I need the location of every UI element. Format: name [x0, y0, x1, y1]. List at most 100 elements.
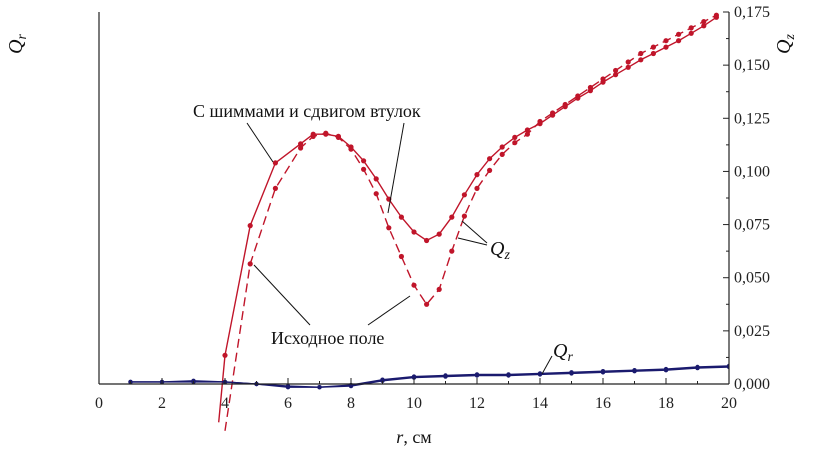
- x-tick-label: 0: [95, 395, 103, 412]
- data-point-qz_original: [436, 286, 442, 292]
- data-point-qz_original: [247, 261, 253, 267]
- data-point-qz_shims: [499, 144, 505, 150]
- series-line-qz_shims: [218, 16, 717, 423]
- data-point-qz_original: [335, 134, 341, 140]
- y-right-tick-label: 0,100: [734, 163, 770, 180]
- data-point-qz_original: [449, 248, 455, 254]
- data-point-qz_shims: [650, 50, 657, 57]
- data-point-qz_original: [323, 130, 329, 136]
- data-point-qz_shims: [461, 192, 467, 198]
- annotation-qz-leader-1: [461, 220, 488, 244]
- data-point-qz_shims: [524, 127, 531, 133]
- y-right-tick-label: 0,000: [734, 376, 770, 393]
- data-point-qz_original: [638, 50, 644, 57]
- annotation-original-leader-1: [253, 264, 311, 326]
- annotation-original-leader-2: [367, 295, 411, 326]
- data-point-qr_original: [663, 368, 669, 373]
- data-point-qr_original: [474, 373, 480, 378]
- data-point-qr_original: [537, 372, 543, 377]
- data-point-qr_original: [695, 365, 700, 371]
- data-point-qr_original: [317, 385, 322, 390]
- data-point-qz_original: [676, 31, 682, 37]
- data-point-qz_original: [424, 301, 430, 307]
- data-point-qz_original: [524, 131, 531, 137]
- data-point-qz_original: [600, 76, 606, 82]
- data-point-qr_original: [443, 374, 448, 379]
- data-point-qz_original: [411, 282, 417, 288]
- series-line-qz_original: [224, 14, 717, 431]
- data-point-qz_shims: [424, 237, 430, 244]
- y-right-tick-label: 0,050: [734, 270, 770, 287]
- data-point-qz_original: [487, 167, 493, 173]
- annotation-shims-leader-1: [246, 122, 274, 163]
- data-point-qz_original: [512, 140, 518, 146]
- data-point-qz_shims: [638, 57, 644, 63]
- data-point-qz_original: [298, 145, 304, 151]
- y-left-title: Qr: [5, 34, 30, 54]
- x-tick-label: 16: [595, 395, 611, 412]
- annotation-qz: Qz: [490, 238, 510, 263]
- data-point-qz_shims: [474, 172, 480, 178]
- annotation-shims-leader-2: [387, 122, 405, 214]
- data-point-qz_original: [373, 191, 379, 197]
- y-right-tick-label: 0,075: [734, 217, 770, 234]
- data-point-qz_shims: [625, 64, 631, 70]
- y-right-title: Qz: [773, 34, 798, 54]
- data-point-qz_shims: [663, 44, 669, 50]
- data-point-qz_original: [575, 93, 581, 99]
- data-point-qz_original: [650, 44, 657, 50]
- x-tick-label: 14: [532, 395, 548, 412]
- data-point-qz_original: [386, 225, 392, 231]
- data-point-qz_original: [613, 67, 619, 74]
- x-axis-title: r, см: [396, 427, 431, 447]
- data-point-qz_shims: [411, 229, 417, 235]
- x-tick-label: 18: [658, 395, 674, 412]
- annotation-original: Исходное поле: [271, 328, 384, 348]
- x-tick-label: 8: [347, 395, 355, 412]
- data-point-qz_original: [587, 84, 594, 91]
- data-point-qr_original: [380, 378, 385, 383]
- data-point-qz_shims: [272, 160, 278, 166]
- data-point-qz_original: [461, 213, 467, 219]
- data-point-qz_shims: [613, 72, 619, 78]
- x-tick-label: 4: [221, 395, 229, 412]
- data-point-qz_original: [701, 19, 707, 25]
- data-point-qz_original: [398, 253, 404, 260]
- data-point-qz_shims: [676, 38, 682, 44]
- annotation-qr-leader: [541, 355, 553, 375]
- tick-layer: 024681012141618201,0001,0501,1001,1501,2…: [95, 4, 770, 412]
- x-tick-label: 12: [469, 395, 485, 412]
- annotation-shims: С шиммами и сдвигом втулок: [193, 101, 421, 121]
- data-point-qr_original: [569, 371, 574, 376]
- data-point-qz_original: [361, 166, 367, 172]
- data-point-qz_shims: [361, 158, 367, 164]
- y-right-tick-label: 0,150: [734, 57, 770, 74]
- data-point-qz_original: [663, 38, 669, 44]
- data-point-qz_original: [550, 110, 556, 116]
- data-point-qr_original: [506, 373, 511, 378]
- data-point-qz_shims: [298, 141, 304, 147]
- series-layer: [128, 12, 729, 431]
- x-tick-label: 20: [721, 395, 737, 412]
- data-point-qr_original: [632, 369, 637, 374]
- data-point-qz_original: [562, 101, 568, 108]
- data-point-qz_shims: [449, 214, 455, 220]
- x-tick-label: 6: [284, 395, 292, 412]
- data-point-qz_original: [537, 118, 543, 125]
- x-tick-label: 2: [158, 395, 166, 412]
- data-point-qz_original: [272, 185, 278, 191]
- y-right-tick-label: 0,025: [734, 323, 770, 340]
- data-point-qz_shims: [436, 231, 442, 237]
- data-point-qz_shims: [701, 23, 707, 29]
- data-point-qz_original: [688, 25, 694, 31]
- data-point-qz_original: [474, 185, 480, 191]
- data-point-qr_original: [411, 375, 417, 380]
- data-point-qr_original: [600, 370, 606, 375]
- y-right-tick-label: 0,125: [734, 110, 770, 127]
- data-point-qz_shims: [487, 156, 493, 162]
- data-point-qz_shims: [512, 134, 518, 140]
- data-point-qz_shims: [222, 352, 228, 358]
- data-point-qr_original: [348, 383, 354, 389]
